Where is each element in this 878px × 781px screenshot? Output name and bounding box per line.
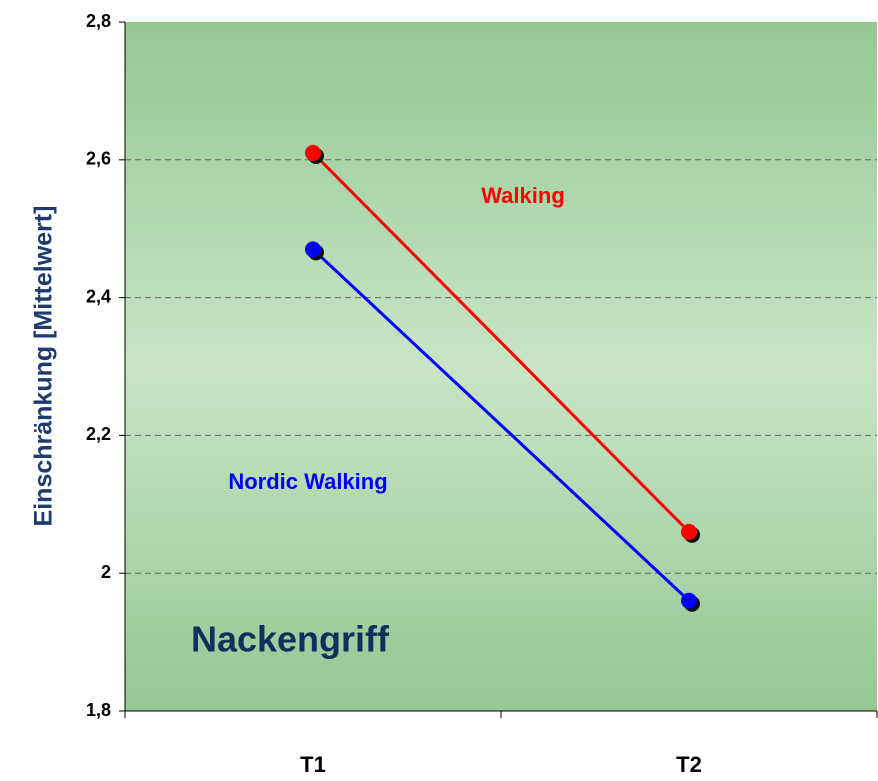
annotation: Nackengriff: [191, 619, 390, 660]
marker: [305, 144, 321, 161]
marker: [681, 523, 697, 540]
plot-area: [125, 22, 877, 711]
marker: [305, 241, 321, 258]
line: [311, 151, 691, 533]
annotation: Walking: [481, 183, 565, 208]
annotation: Nordic Walking: [228, 469, 387, 494]
y-tick-label: 2,8: [86, 11, 111, 31]
y-tick-label: 2,4: [86, 286, 111, 306]
y-tick-label: 1,8: [86, 700, 111, 720]
x-tick-label: T1: [300, 752, 326, 777]
y-tick-label: 2: [101, 562, 111, 582]
y-tick-label: 2,6: [86, 149, 111, 169]
line: [311, 248, 691, 602]
x-tick-label: T2: [676, 752, 702, 777]
y-axis-label: Einschränkung [Mittelwert]: [30, 206, 58, 527]
marker: [681, 592, 697, 609]
y-tick-label: 2,2: [86, 424, 111, 444]
